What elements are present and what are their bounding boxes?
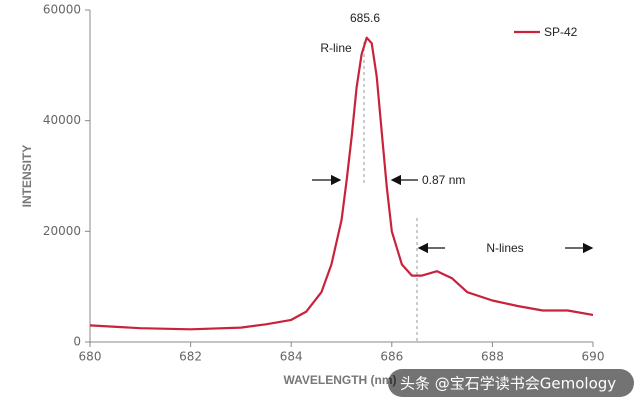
y-tick-label: 40000 [43, 113, 81, 127]
fwhm-label: 0.87 nm [422, 173, 465, 187]
x-tick-label: 682 [179, 350, 202, 364]
x-tick-label: 686 [380, 350, 403, 364]
watermark: 头条 @宝石学读书会Gemology [400, 375, 616, 393]
peak-label: 685.6 [350, 11, 380, 25]
x-tick-label: 684 [280, 350, 303, 364]
y-tick-label: 0 [73, 335, 81, 349]
x-axis-title: WAVELENGTH (nm) [283, 373, 396, 387]
y-tick-label: 60000 [43, 3, 81, 17]
data-line [89, 36, 594, 331]
watermark-bg [388, 369, 634, 397]
x-tick-label: 680 [79, 350, 102, 364]
y-axis-title: INTENSITY [20, 145, 34, 208]
x-tick-label: 690 [582, 350, 605, 364]
y-tick-label: 20000 [43, 224, 81, 238]
x-tick-label: 688 [481, 350, 504, 364]
r-line-label: R-line [320, 41, 352, 55]
n-lines-label: N-lines [486, 241, 523, 255]
legend-label: SP-42 [544, 25, 578, 39]
